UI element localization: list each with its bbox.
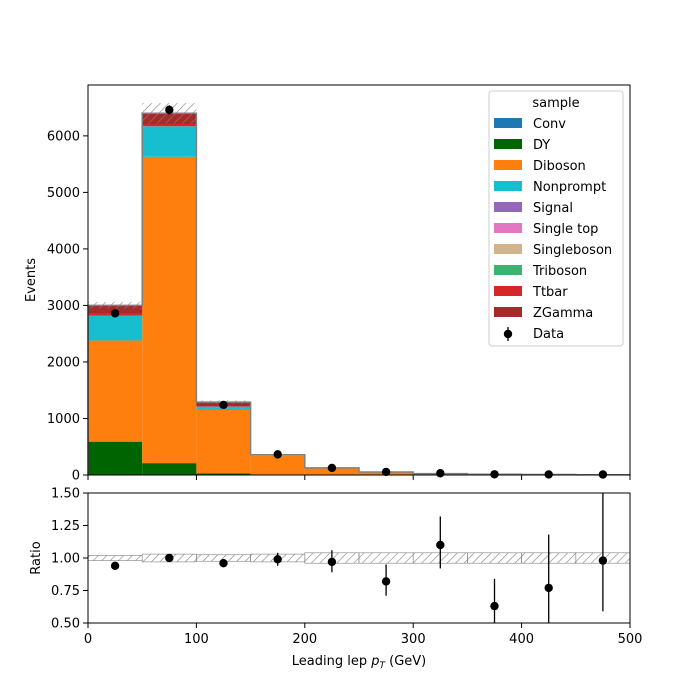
ratio-xtick-label-0: 0 [84, 632, 92, 647]
legend-label-signal: Signal [533, 201, 573, 216]
legend-swatch-signal [494, 202, 522, 212]
data-point-2 [219, 400, 228, 410]
legend-marker-dot-data [503, 329, 513, 339]
legend-label-nonprompt: Nonprompt [533, 180, 606, 195]
legend-swatch-zgamma [494, 307, 522, 317]
main-panel: 0 1000 2000 3000 4000 5000 6000 Events [24, 84, 631, 484]
ratio-point-1 [165, 553, 174, 563]
data-point-4 [327, 463, 337, 473]
ratio-ylabel: Ratio [29, 541, 44, 574]
bar-dy-bin-2 [196, 473, 251, 475]
legend-label-diboson: Diboson [533, 159, 586, 174]
legend-label-ttbar: Ttbar [532, 285, 568, 300]
legend-label-singleboson: Singleboson [533, 243, 612, 258]
legend-swatch-ttbar [494, 286, 522, 296]
bar-nonprompt-bin-1 [142, 126, 197, 157]
data-point-1 [165, 105, 174, 115]
ratio-point-8 [544, 583, 553, 593]
legend-label-triboson: Triboson [532, 264, 587, 279]
main-axes-frame [87, 84, 631, 476]
main-ytick-label-2000: 2000 [47, 355, 80, 370]
legend-swatch-singleboson [494, 244, 522, 254]
ratio-point-0 [110, 561, 120, 570]
ratio-xtick-label-500: 500 [618, 632, 643, 647]
bar-dy-bin-1 [142, 463, 197, 475]
legend-label-single-top: Single top [533, 222, 598, 237]
bar-diboson-bin-3 [250, 455, 305, 475]
ratio-ytick-label-3: 1.25 [51, 519, 80, 534]
data-point-8 [544, 470, 553, 479]
legend-title: sample [532, 96, 579, 111]
data-point-0 [110, 309, 120, 318]
ratio-xtick-label-100: 100 [184, 632, 209, 647]
legend-label-data: Data [533, 327, 564, 342]
legend-box [488, 90, 624, 347]
legend-swatch-dy [494, 139, 522, 149]
bar-nonprompt-bin-0 [88, 315, 143, 341]
legend-swatch-conv [494, 118, 522, 128]
legend-swatch-diboson [494, 160, 522, 170]
main-ytick-label-6000: 6000 [47, 129, 80, 144]
main-ytick-label-0: 0 [72, 469, 80, 484]
ratio-point-3 [273, 555, 282, 564]
ratio-ytick-label-1: 0.75 [51, 584, 80, 599]
main-ytick-label-1000: 1000 [47, 412, 80, 427]
ratio-point-6 [436, 540, 445, 550]
main-ytick-label-3000: 3000 [47, 299, 80, 314]
bar-diboson-bin-0 [88, 340, 143, 442]
data-point-6 [436, 469, 445, 478]
ratio-panel: 0.50 0.75 1.00 1.25 1.50 0 100 200 300 400 500 Rati… [29, 487, 642, 672]
bar-dy-bin-0 [88, 441, 143, 475]
ratio-point-2 [219, 559, 228, 568]
legend: sample Conv DY Diboson Nonprompt Signal Single… [488, 90, 624, 347]
legend-label-conv: Conv [533, 117, 566, 132]
main-ytick-label-4000: 4000 [47, 242, 80, 257]
main-ytick-label-5000: 5000 [47, 186, 80, 201]
ratio-band-bin-0 [87, 555, 143, 561]
ratio-band-bin-7 [467, 552, 522, 564]
ratio-ytick-label-0: 0.50 [51, 617, 80, 632]
legend-label-zgamma: ZGamma [533, 306, 593, 321]
main-ylabel: Events [24, 258, 39, 302]
bar-diboson-bin-1 [142, 156, 197, 464]
ratio-point-4 [327, 557, 337, 567]
bar-ttbar-bin-1 [142, 124, 197, 127]
data-point-7 [490, 470, 499, 479]
ratio-ytick-label-4: 1.50 [51, 487, 80, 502]
ratio-point-7 [490, 601, 499, 611]
ratio-ytick-label-2: 1.00 [51, 552, 80, 567]
ratio-point-5 [381, 577, 391, 586]
bar-diboson-bin-2 [196, 410, 251, 474]
data-point-5 [381, 467, 391, 477]
ratio-xtick-label-400: 400 [509, 632, 534, 647]
data-point-3 [273, 450, 282, 459]
ratio-xtick-label-200: 200 [292, 632, 317, 647]
legend-swatch-nonprompt [494, 181, 522, 191]
data-point-9 [598, 470, 608, 479]
ratio-point-9 [598, 556, 608, 565]
legend-label-dy: DY [533, 138, 550, 153]
ratio-band-bin-5 [358, 552, 414, 564]
legend-swatch-triboson [494, 265, 522, 275]
legend-swatch-single-top [494, 223, 522, 233]
ratio-xtick-label-300: 300 [401, 632, 426, 647]
xlabel: Leading lep pT (GeV) [292, 654, 426, 671]
